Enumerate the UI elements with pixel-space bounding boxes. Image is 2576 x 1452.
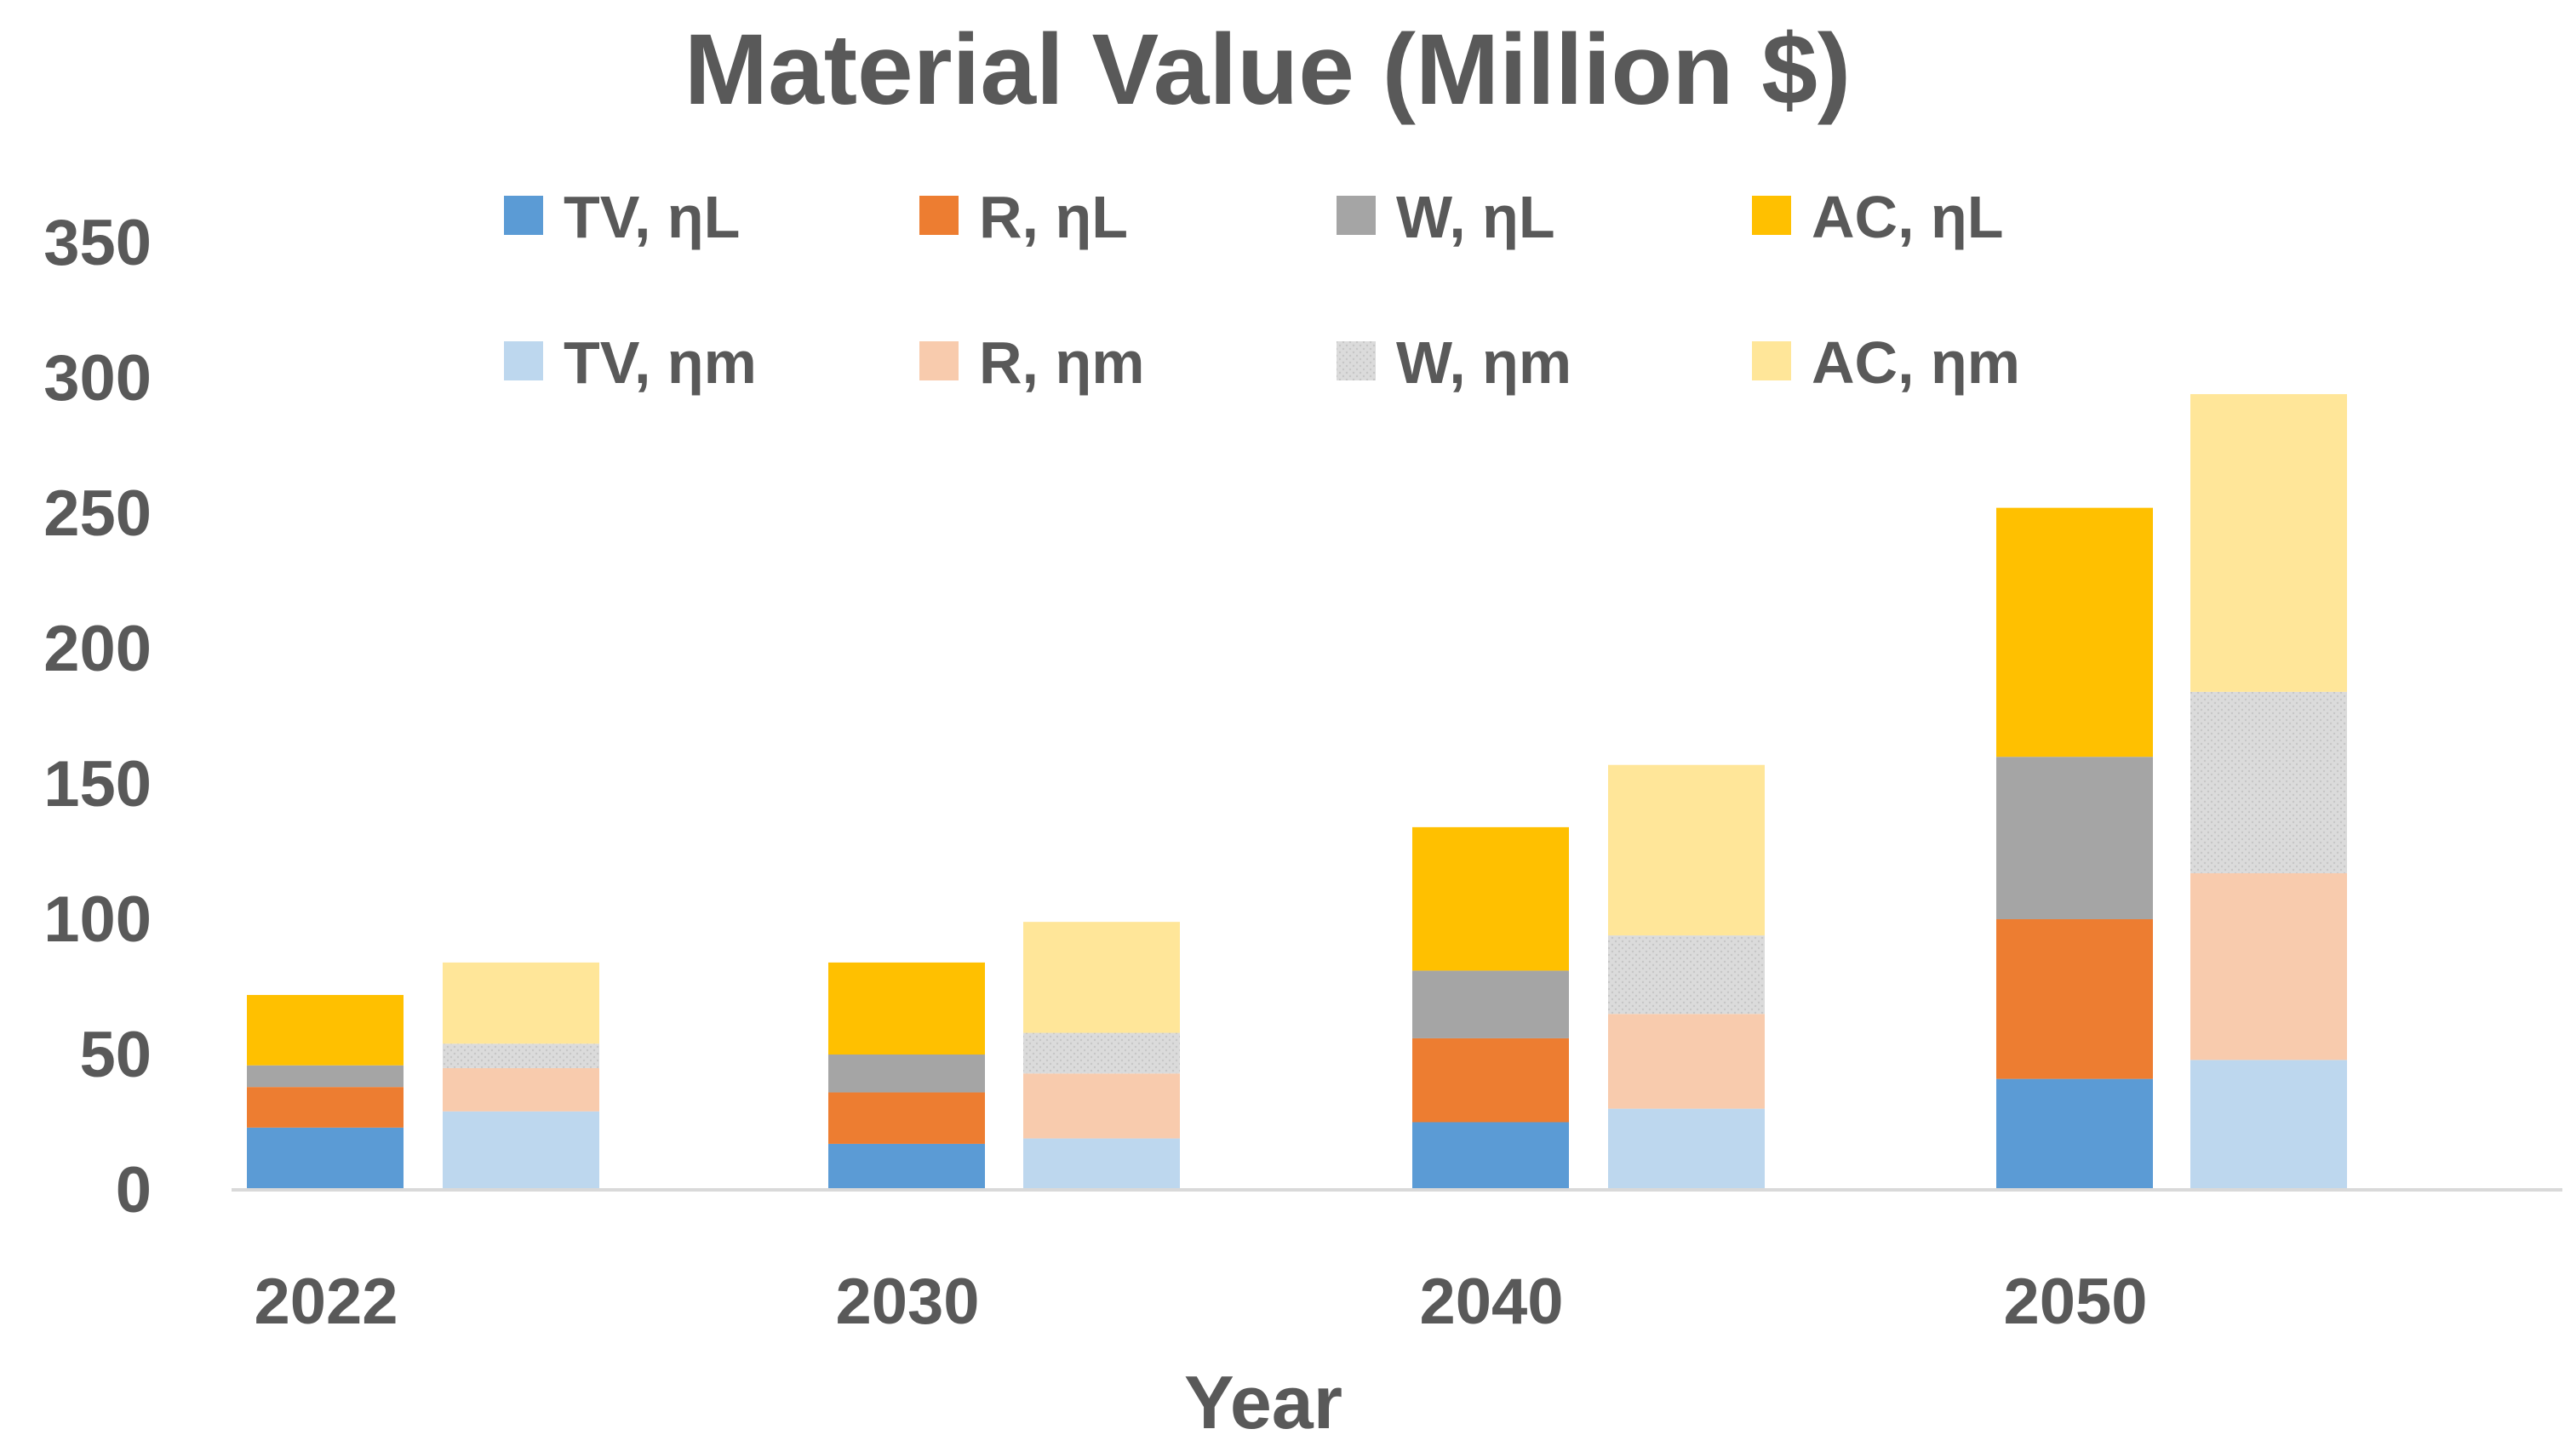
bar-ac-l-2030 — [828, 962, 985, 1055]
bar-r-l-2030 — [828, 1092, 985, 1144]
y-tick-label: 150 — [43, 748, 152, 820]
bar-w-m-2040 — [1608, 935, 1765, 1015]
bar-tv-l-2022 — [247, 1127, 404, 1190]
legend-label-ac-m: AC, ηm — [1812, 329, 2020, 396]
bar-w-l-2050 — [1996, 757, 2153, 919]
bar-r-m-2040 — [1608, 1014, 1765, 1109]
y-tick-label: 250 — [43, 477, 152, 550]
legend-label-ac-l: AC, ηL — [1812, 184, 2004, 250]
bar-r-l-2040 — [1412, 1038, 1569, 1123]
bar-ac-l-2022 — [247, 995, 404, 1066]
bar-ac-l-2050 — [1996, 507, 2153, 757]
bar-tv-m-2022 — [443, 1111, 599, 1190]
x-tick-label: 2030 — [835, 1266, 979, 1338]
legend-label-w-l: W, ηL — [1396, 184, 1555, 250]
x-axis-label: Year — [1184, 1360, 1342, 1444]
y-tick-label: 300 — [43, 342, 152, 414]
chart-title: Material Value (Million $) — [684, 14, 1851, 126]
bar-ac-m-2050 — [2190, 394, 2347, 692]
y-tick-label: 50 — [79, 1019, 152, 1091]
bar-w-m-2050 — [2190, 691, 2347, 873]
legend-label-tv-l: TV, ηL — [564, 184, 740, 250]
x-tick-label: 2040 — [1419, 1266, 1563, 1338]
x-tick-label: 2050 — [2003, 1266, 2147, 1338]
bar-ac-m-2022 — [443, 962, 599, 1044]
y-axis: 0 50 100 150 200 250 300 350 — [43, 207, 152, 1226]
bar-r-m-2030 — [1023, 1073, 1180, 1139]
bar-r-l-2050 — [1996, 919, 2153, 1079]
legend-label-w-m: W, ηm — [1396, 329, 1571, 396]
bar-w-m-2022 — [443, 1043, 599, 1068]
y-tick-label: 0 — [116, 1154, 152, 1226]
x-tick-label: 2022 — [254, 1266, 398, 1338]
legend-swatch-r-m — [919, 341, 959, 380]
bar-tv-m-2050 — [2190, 1060, 2347, 1190]
bar-w-l-2030 — [828, 1055, 985, 1093]
legend: TV, ηL R, ηL W, ηL AC, ηL TV, ηm R, ηm W, ηm AC… — [504, 184, 2020, 396]
bar-ac-m-2030 — [1023, 922, 1180, 1033]
legend-swatch-w-m — [1337, 341, 1376, 380]
bar-r-m-2022 — [443, 1067, 599, 1112]
bar-ac-l-2040 — [1412, 826, 1569, 971]
bar-tv-l-2030 — [828, 1143, 985, 1190]
legend-swatch-w-l — [1337, 196, 1376, 235]
legend-label-tv-m: TV, ηm — [564, 329, 757, 396]
bar-w-l-2022 — [247, 1065, 404, 1088]
legend-swatch-tv-l — [504, 196, 543, 235]
x-axis: 2022 2030 2040 2050 — [254, 1266, 2147, 1338]
y-tick-label: 200 — [43, 613, 152, 685]
bars — [247, 394, 2347, 1190]
bar-tv-m-2030 — [1023, 1138, 1180, 1190]
legend-label-r-l: R, ηL — [979, 184, 1128, 250]
legend-swatch-ac-l — [1752, 196, 1791, 235]
legend-swatch-tv-m — [504, 341, 543, 380]
legend-label-r-m: R, ηm — [979, 329, 1144, 396]
bar-ac-m-2040 — [1608, 764, 1765, 936]
bar-tv-l-2050 — [1996, 1078, 2153, 1190]
legend-swatch-ac-m — [1752, 341, 1791, 380]
y-tick-label: 100 — [43, 883, 152, 956]
bar-r-l-2022 — [247, 1087, 404, 1128]
bar-w-l-2040 — [1412, 970, 1569, 1038]
legend-swatch-r-l — [919, 196, 959, 235]
y-tick-label: 350 — [43, 207, 152, 279]
bar-tv-l-2040 — [1412, 1122, 1569, 1190]
bar-tv-m-2040 — [1608, 1108, 1765, 1190]
bar-w-m-2030 — [1023, 1032, 1180, 1074]
bar-r-m-2050 — [2190, 872, 2347, 1060]
